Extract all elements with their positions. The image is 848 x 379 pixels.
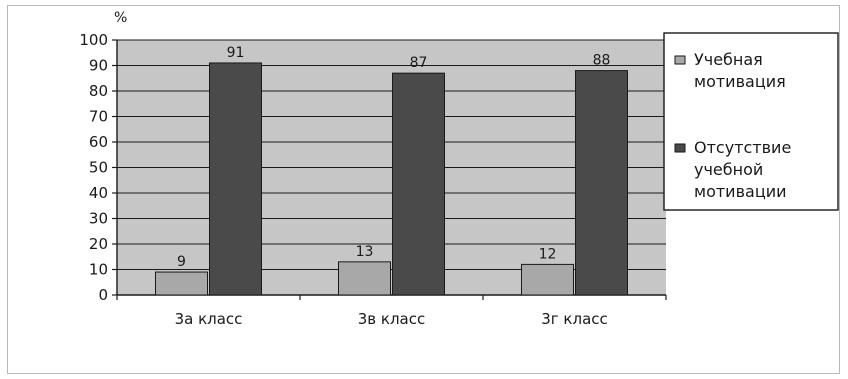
data-label: 13 xyxy=(356,244,374,260)
y-tick-label: 70 xyxy=(89,108,108,126)
y-tick-label: 90 xyxy=(89,57,108,75)
y-tick-label: 80 xyxy=(89,82,108,100)
bar-motivation xyxy=(338,261,391,296)
y-tick-label: 0 xyxy=(98,286,108,304)
legend-label: учебной xyxy=(694,160,763,179)
x-category-label: 3а класс xyxy=(175,310,243,328)
data-label: 12 xyxy=(539,246,557,262)
y-tick-label: 60 xyxy=(89,133,108,151)
plot-area: 0 10 20 30 40 50 60 70 80 90 100% 9 91 3а класс 13 87 3в… xyxy=(79,10,667,328)
legend-label: мотивация xyxy=(694,72,786,91)
data-label: 9 xyxy=(177,254,186,270)
data-label: 87 xyxy=(410,55,428,71)
x-category-label: 3г класс xyxy=(541,310,608,328)
x-category-label: 3в класс xyxy=(358,310,426,328)
data-label: 88 xyxy=(593,53,611,69)
bar-motivation xyxy=(155,271,208,296)
data-label: 91 xyxy=(227,45,245,61)
legend-label: Учебная xyxy=(694,50,763,69)
legend-swatch xyxy=(674,143,686,153)
y-tick-label: 100 xyxy=(79,31,108,49)
y-tick-label: 20 xyxy=(89,235,108,253)
bar-motivation xyxy=(521,263,574,296)
legend-box xyxy=(663,32,839,211)
bar-no-motivation xyxy=(575,70,628,296)
y-tick-label: 30 xyxy=(89,210,108,228)
legend: Учебная мотивация Отсутствие учебной мотивац… xyxy=(663,32,839,211)
bar-no-motivation xyxy=(209,62,262,296)
legend-label: мотивации xyxy=(694,182,787,201)
y-tick-label: 40 xyxy=(89,184,108,202)
legend-swatch xyxy=(674,55,686,65)
y-tick-label: 10 xyxy=(89,261,108,279)
legend-label: Отсутствие xyxy=(694,138,791,157)
bar-no-motivation xyxy=(392,72,445,296)
y-tick-label: 50 xyxy=(89,159,108,177)
y-axis-unit-label: % xyxy=(114,10,127,26)
